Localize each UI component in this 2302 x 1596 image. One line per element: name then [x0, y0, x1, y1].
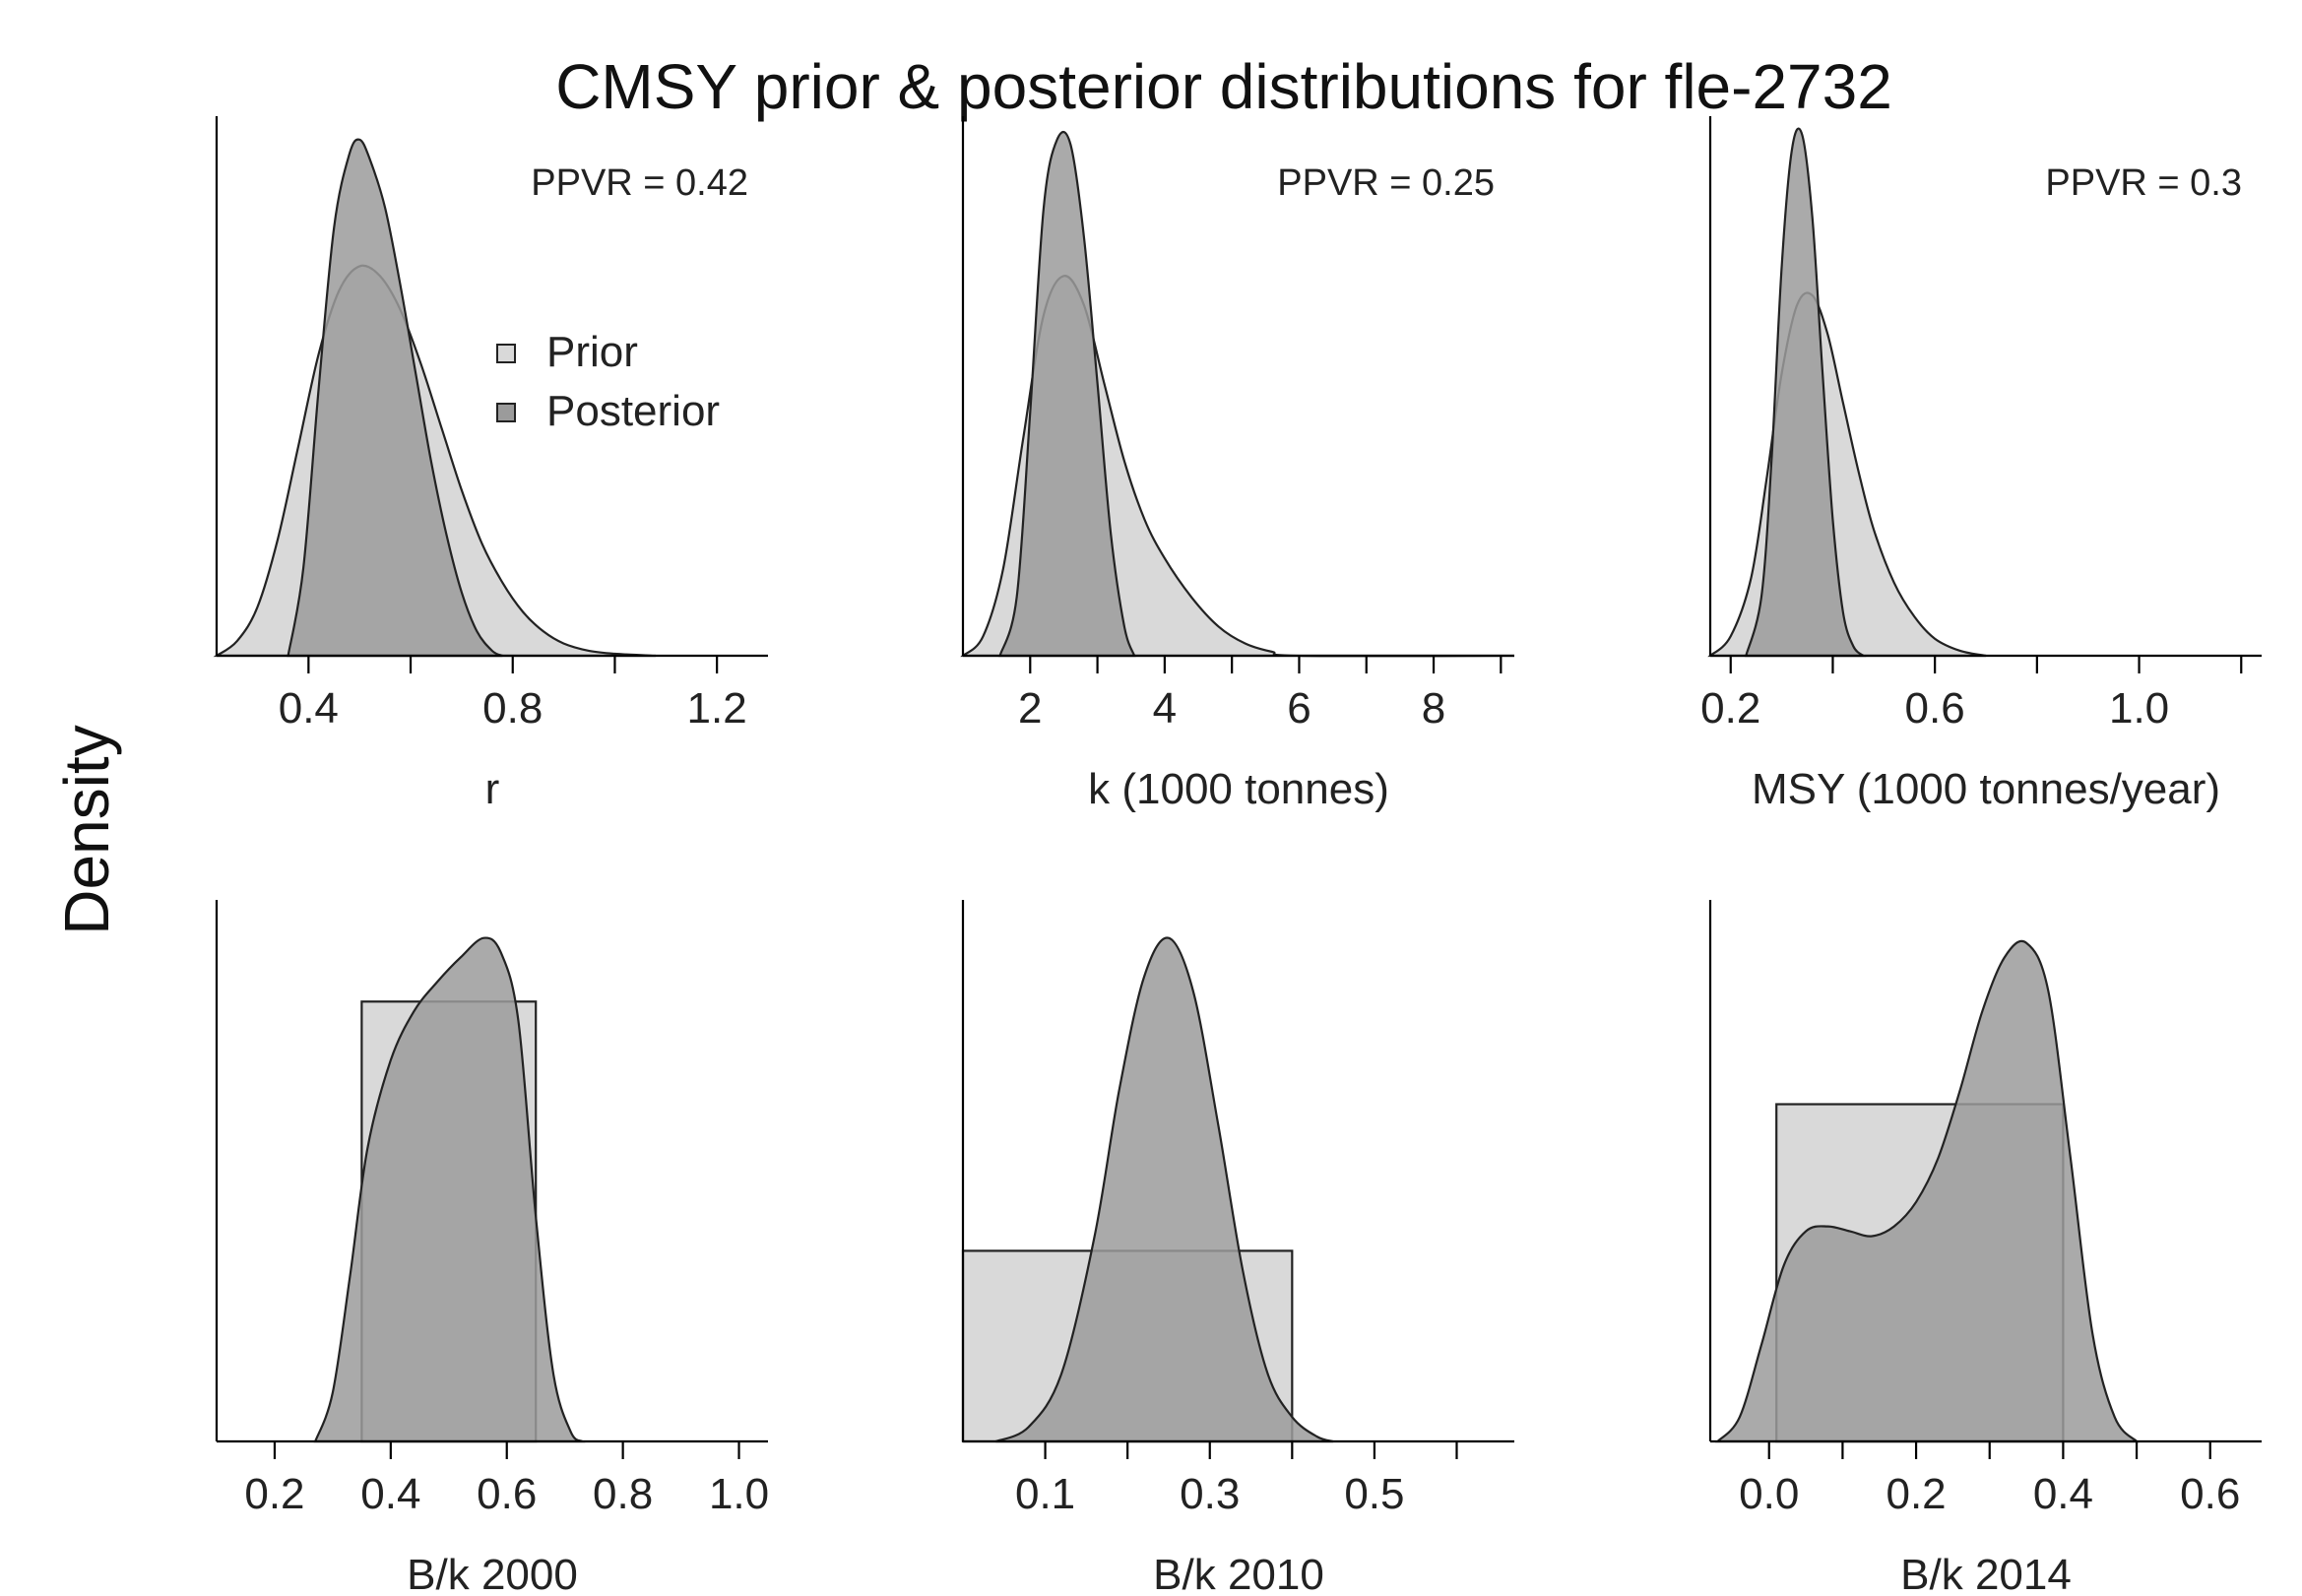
x-tick-label: 0.1 [1015, 1470, 1075, 1518]
panel-1: 0.4 0.8 1.2 r PPVR = 0.42 Prior Posterior [213, 116, 768, 813]
x-tick-label: 0.5 [1344, 1470, 1404, 1518]
x-tick-label: 1.0 [709, 1470, 769, 1518]
x-axis-label: MSY (1000 tonnes/year) [1752, 765, 2220, 813]
x-axis-label: B/k 2010 [1153, 1551, 1324, 1596]
x-tick-label: 0.2 [1886, 1470, 1946, 1518]
x-tick-label: 6 [1287, 684, 1311, 733]
x-tick-label: 0.4 [360, 1470, 420, 1518]
x-tick-label: 0.4 [279, 684, 339, 733]
ppvr-annotation: PPVR = 0.3 [2045, 162, 2242, 204]
x-tick-label: 0.0 [1739, 1470, 1799, 1518]
x-tick-label: 0.2 [244, 1470, 304, 1518]
x-tick-label: 0.4 [2033, 1470, 2093, 1518]
x-tick-label: 4 [1153, 684, 1177, 733]
x-axis-label: B/k 2014 [1900, 1551, 2072, 1596]
panel-6: 0.0 0.2 0.4 0.6 B/k 2014 [1708, 900, 2262, 1596]
x-tick-label: 0.3 [1180, 1470, 1240, 1518]
posterior-density-curve [287, 138, 503, 658]
posterior-density-curve [1715, 939, 2140, 1443]
x-tick-label: 0.6 [2180, 1470, 2240, 1518]
legend-swatch-posterior [496, 403, 516, 422]
panels: 0.4 0.8 1.2 r PPVR = 0.42 Prior Posterior 2 4 6 8k… [213, 116, 2262, 1596]
x-tick-label: 8 [1422, 684, 1445, 733]
x-axis-label: B/k 2000 [407, 1551, 578, 1596]
posterior-density-curve [994, 936, 1334, 1443]
prior-density-curve [1707, 291, 1987, 658]
x-tick-label: 0.8 [482, 684, 543, 733]
figure-title: CMSY prior & posterior distributions for… [555, 51, 1892, 122]
legend-label-posterior: Posterior [546, 387, 720, 435]
x-tick-label: 1.2 [687, 684, 747, 733]
x-tick-label: 0.6 [477, 1470, 537, 1518]
x-tick-label: 0.2 [1700, 684, 1760, 733]
panel-3: 0.2 0.6 1.0 MSY (1000 tonnes/year) PPVR = 0.… [1700, 116, 2262, 813]
panel-2: 2 4 6 8 k (1000 tonnes) PPVR = 0.25 [960, 116, 1515, 813]
panel-4: 0.2 0.4 0.6 0.8 1.0 B/k 2000 [215, 900, 769, 1596]
legend-label-prior: Prior [546, 328, 638, 376]
x-axis-label: k (1000 tonnes) [1088, 765, 1389, 813]
x-tick-label: 2 [1018, 684, 1042, 733]
posterior-density-curve [998, 130, 1136, 658]
posterior-density-curve [313, 936, 586, 1443]
x-axis-label: r [485, 765, 500, 813]
legend-swatch-prior [496, 344, 516, 363]
x-tick-label: 0.6 [1905, 684, 1965, 733]
ppvr-annotation: PPVR = 0.42 [531, 162, 748, 204]
legend: Prior Posterior [496, 328, 720, 435]
posterior-density-curve [1744, 127, 1867, 658]
ppvr-annotation: PPVR = 0.25 [1277, 162, 1495, 204]
y-axis-label: Density [51, 725, 122, 934]
x-tick-label: 1.0 [2109, 684, 2169, 733]
panel-5: 0.1 0.3 0.5 B/k 2010 [961, 900, 1514, 1596]
x-tick-label: 0.8 [593, 1470, 653, 1518]
